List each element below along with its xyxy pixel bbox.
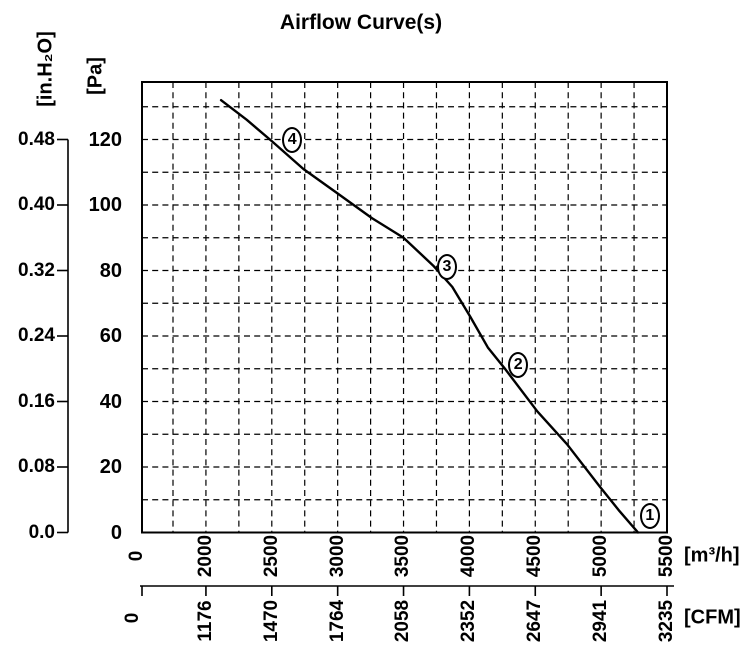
x-axis-secondary-unit: [CFM] — [684, 606, 741, 629]
cfm-tick-3235: 3235 — [656, 599, 677, 643]
cfm-tick-2058: 2058 — [392, 599, 413, 643]
pa-tick-60: 60 — [99, 325, 122, 347]
pa-tick-0: 0 — [110, 521, 122, 544]
cfm-tick-1470: 1470 — [261, 599, 282, 643]
m3h-tick-2000: 2000 — [195, 534, 216, 578]
inh2o-tick-0.16: 0.16 — [18, 390, 55, 412]
m3h-tick-5000: 5000 — [590, 534, 611, 578]
m3h-tick-0: 0 — [126, 550, 147, 562]
chart-title: Airflow Curve(s) — [279, 11, 443, 34]
cfm-tick-1176: 1176 — [195, 600, 216, 642]
cfm-tick-2941: 2941 — [590, 599, 611, 643]
pa-tick-40: 40 — [99, 390, 122, 413]
pa-tick-20: 20 — [99, 456, 122, 478]
m3h-tick-4500: 4500 — [524, 534, 545, 578]
curve-marker-2: 2 — [508, 352, 529, 379]
m3h-tick-5500: 5500 — [656, 534, 677, 578]
cfm-tick-2647: 2647 — [524, 599, 545, 643]
cfm-tick-1764: 1764 — [327, 599, 348, 643]
m3h-tick-4000: 4000 — [458, 534, 479, 578]
pa-tick-120: 120 — [88, 128, 122, 151]
cfm-tick-0: 0 — [122, 612, 143, 624]
m3h-tick-3000: 3000 — [327, 534, 348, 578]
x-axis-primary-unit: [m³/h] — [684, 544, 740, 567]
curve-marker-1: 1 — [639, 503, 660, 530]
inh2o-tick-0.0: 0.0 — [28, 521, 55, 543]
curve-marker-4: 4 — [282, 126, 303, 153]
m3h-tick-3500: 3500 — [392, 534, 413, 578]
m3h-tick-2500: 2500 — [261, 534, 282, 578]
curve-marker-3: 3 — [437, 254, 457, 281]
inh2o-tick-0.40: 0.40 — [18, 194, 55, 215]
inh2o-tick-0.08: 0.08 — [18, 456, 55, 477]
pa-tick-100: 100 — [88, 194, 122, 216]
cfm-tick-2352: 2352 — [458, 599, 479, 643]
inh2o-tick-0.24: 0.24 — [18, 325, 55, 346]
pa-tick-80: 80 — [99, 259, 122, 282]
inh2o-tick-0.32: 0.32 — [18, 259, 55, 281]
inh2o-tick-0.48: 0.48 — [18, 128, 55, 150]
